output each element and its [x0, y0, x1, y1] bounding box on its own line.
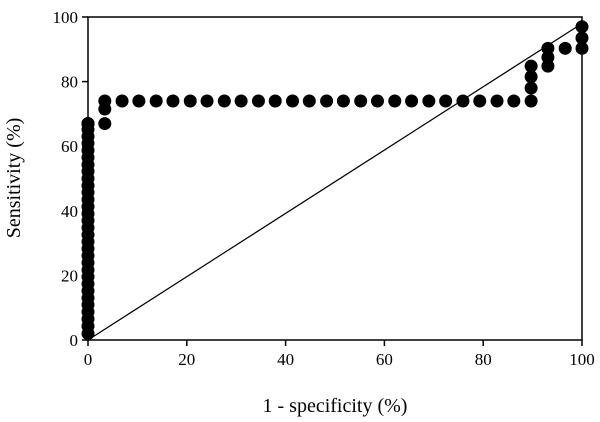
data-point: [558, 41, 572, 55]
data-point: [422, 94, 436, 108]
x-tick-label: 100: [569, 350, 595, 369]
roc-points: [81, 20, 589, 341]
y-axis-title: Sensitivity (%): [3, 118, 25, 239]
data-point: [115, 94, 129, 108]
data-point: [217, 94, 231, 108]
data-point: [81, 117, 95, 131]
x-tick-label: 80: [475, 350, 492, 369]
data-point: [439, 94, 453, 108]
data-point: [575, 20, 589, 34]
data-point: [336, 94, 350, 108]
data-point: [200, 94, 214, 108]
data-point: [98, 94, 112, 108]
x-tick-label: 60: [376, 350, 393, 369]
data-point: [456, 94, 470, 108]
y-axis-ticks: 0 20 40 60 80 100: [53, 8, 88, 350]
data-point: [524, 70, 538, 84]
data-point: [320, 94, 334, 108]
data-point: [354, 94, 368, 108]
data-point: [98, 117, 112, 131]
x-tick-label: 20: [178, 350, 195, 369]
x-tick-label: 40: [277, 350, 294, 369]
data-point: [524, 59, 538, 73]
y-tick-label: 60: [61, 137, 78, 156]
data-point: [370, 94, 384, 108]
data-point: [507, 94, 521, 108]
data-point: [251, 94, 265, 108]
data-point: [149, 94, 163, 108]
data-point: [388, 94, 402, 108]
data-point: [268, 94, 282, 108]
data-point: [524, 81, 538, 95]
y-tick-label: 80: [61, 73, 78, 92]
data-point: [183, 94, 197, 108]
y-tick-label: 100: [53, 8, 79, 27]
data-point: [473, 94, 487, 108]
y-tick-label: 0: [70, 331, 79, 350]
data-point: [234, 94, 248, 108]
y-tick-label: 40: [61, 202, 78, 221]
data-point: [575, 41, 589, 55]
x-axis-ticks: 0 20 40 60 80 100: [84, 340, 595, 369]
x-axis-title: 1 - specificity (%): [263, 395, 408, 417]
data-point: [575, 31, 589, 45]
data-point: [490, 94, 504, 108]
data-point: [541, 50, 555, 64]
reference-diagonal-line: [87, 22, 583, 341]
data-point: [166, 94, 180, 108]
y-tick-label: 20: [61, 266, 78, 285]
data-point: [541, 41, 555, 55]
data-point: [286, 94, 300, 108]
data-point: [132, 94, 146, 108]
x-tick-label: 0: [84, 350, 93, 369]
data-point: [302, 94, 316, 108]
data-point: [405, 94, 419, 108]
data-point: [524, 94, 538, 108]
plot-frame: [87, 16, 583, 341]
